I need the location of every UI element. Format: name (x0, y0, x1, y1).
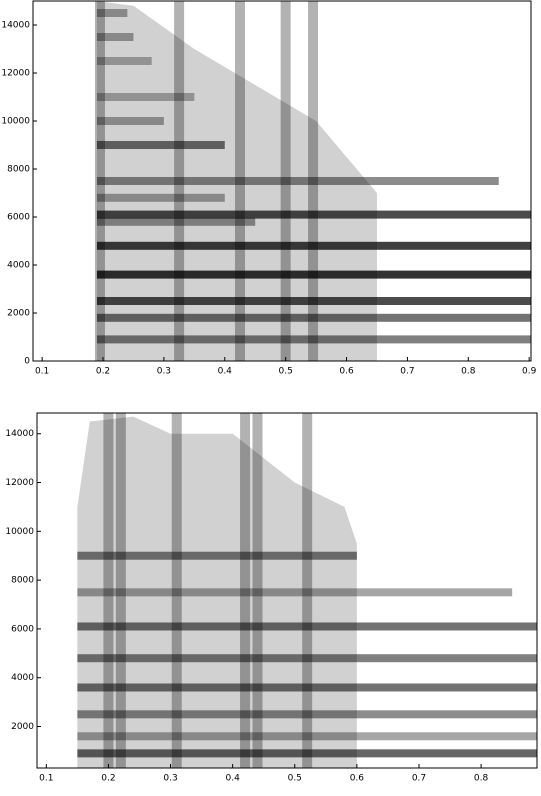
harmonic-band (77, 588, 513, 597)
x-tick-label: 0.9 (522, 367, 537, 377)
plot-area (94, 1, 531, 361)
onset-stripe (103, 413, 114, 768)
x-tick-label: 0.8 (474, 774, 489, 784)
harmonic-band (96, 93, 195, 101)
onset-stripe (302, 413, 313, 768)
harmonic-band (96, 177, 499, 185)
x-tick-label: 0.1 (35, 367, 49, 377)
y-tick-label: 2000 (11, 722, 34, 732)
harmonic-band (96, 217, 256, 226)
noise-cloud (77, 416, 357, 768)
y-tick-label: 8000 (7, 165, 30, 175)
x-tick-label: 0.6 (350, 774, 365, 784)
harmonic-band (96, 141, 225, 149)
onset-stripe (234, 1, 245, 361)
harmonic-band (96, 210, 531, 219)
x-tick-label: 0.4 (225, 774, 240, 784)
harmonic-band (96, 335, 531, 344)
y-tick-label: 10000 (1, 117, 30, 127)
x-tick-label: 0.5 (288, 774, 302, 784)
onset-stripe (240, 413, 251, 768)
harmonic-band (96, 297, 531, 305)
x-tick-label: 0.7 (400, 367, 414, 377)
onset-stripe (174, 1, 185, 361)
plot-area (77, 413, 537, 768)
harmonic-band (96, 270, 531, 279)
y-tick-label: 6000 (11, 624, 34, 634)
y-tick-label: 6000 (7, 213, 30, 223)
x-tick-label: 0.2 (96, 367, 110, 377)
y-tick-label: 12000 (1, 69, 30, 79)
harmonic-band (96, 117, 164, 125)
harmonic-band (77, 654, 537, 663)
plot-frame (32, 0, 532, 362)
x-tick-label: 0.5 (278, 367, 292, 377)
onset-stripe (94, 1, 105, 361)
harmonic-band (96, 9, 128, 17)
x-tick-label: 0.2 (101, 774, 115, 784)
y-tick-label: 12000 (5, 478, 34, 488)
harmonic-band (96, 33, 134, 41)
harmonic-band (77, 710, 537, 719)
x-tick-label: 0.7 (412, 774, 426, 784)
onset-stripe (115, 413, 126, 768)
y-tick-label: 14000 (5, 429, 34, 439)
onset-stripe (252, 413, 263, 768)
y-tick-label: 2000 (7, 309, 30, 319)
harmonic-band (77, 749, 537, 758)
y-tick-label: 8000 (11, 576, 34, 586)
y-tick-label: 4000 (7, 261, 30, 271)
harmonic-band (77, 732, 537, 741)
y-tick-label: 14000 (1, 21, 30, 31)
harmonic-band (77, 622, 537, 631)
harmonic-band (96, 193, 225, 202)
onset-stripe (308, 1, 319, 361)
x-tick-label: 0.1 (39, 774, 53, 784)
x-tick-label: 0.3 (157, 367, 171, 377)
harmonic-band (77, 683, 537, 692)
harmonic-band (96, 57, 152, 65)
plot-frame (36, 412, 538, 769)
onset-stripe (171, 413, 182, 768)
x-tick-label: 0.4 (218, 367, 233, 377)
y-tick-label: 0 (24, 357, 30, 367)
harmonic-band (77, 551, 357, 560)
harmonic-band (96, 241, 531, 250)
x-tick-label: 0.6 (339, 367, 354, 377)
onset-stripe (280, 1, 291, 361)
y-tick-label: 4000 (11, 673, 34, 683)
harmonic-band (96, 313, 531, 322)
x-tick-label: 0.3 (163, 774, 177, 784)
y-tick-label: 10000 (5, 527, 34, 537)
x-tick-label: 0.8 (461, 367, 476, 377)
